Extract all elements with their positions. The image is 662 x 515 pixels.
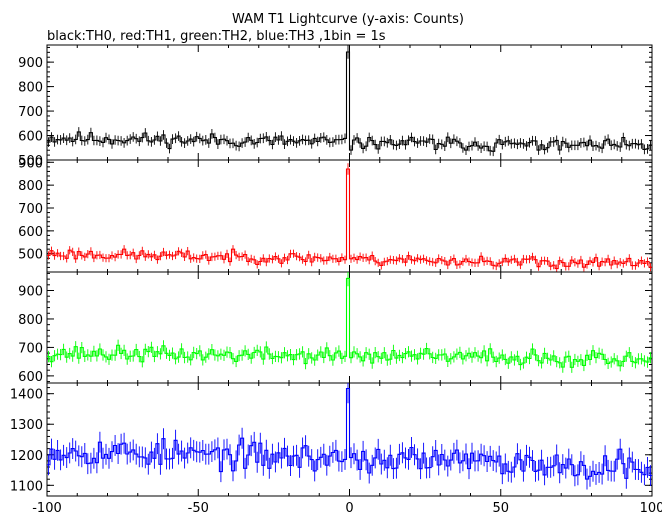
y-tick-label: 800: [18, 313, 43, 328]
panel-th2: 600 700 800 900: [18, 271, 653, 385]
x-tick-label: 50: [492, 501, 509, 515]
y-tick-label: 900: [18, 56, 43, 71]
x-tick-label: -50: [188, 501, 209, 515]
y-tick-label: 700: [18, 341, 43, 356]
y-tick-label: 600: [18, 370, 43, 385]
y-tick-label: 900: [18, 156, 43, 171]
y-tick-label: 800: [18, 81, 43, 96]
y-tick-label: 1400: [10, 388, 43, 403]
y-tick-label: 600: [18, 130, 43, 145]
chart-title: WAM T1 Lightcurve (y-axis: Counts): [232, 12, 464, 27]
y-tick-label: 1100: [10, 479, 43, 494]
series-line-th3: [47, 387, 652, 480]
y-tick-label: 700: [18, 105, 43, 120]
panel-th1: 500 600 700 800 900: [18, 156, 653, 273]
series-line-th2: [47, 277, 652, 368]
x-tick-label: 0: [345, 501, 353, 515]
panels-group: 5006007008009005006007008009006007008009…: [10, 44, 653, 497]
panel-th3: 1100 1200 1300 1400: [10, 382, 653, 497]
y-tick-label: 700: [18, 202, 43, 217]
panel-th0: 500 600 700 800 900: [18, 44, 653, 169]
y-tick-label: 1200: [10, 449, 43, 464]
x-tick-label: 100: [640, 501, 662, 515]
series-line-th0: [47, 51, 652, 152]
y-tick-label: 800: [18, 179, 43, 194]
y-tick-label: 600: [18, 225, 43, 240]
y-tick-label: 500: [18, 248, 43, 263]
series-line-th1: [47, 168, 652, 270]
chart-subtitle: black:TH0, red:TH1, green:TH2, blue:TH3 …: [47, 29, 386, 44]
y-tick-label: 900: [18, 285, 43, 300]
x-tick-label: -100: [32, 501, 62, 515]
x-axis: -100 -50 0 50 100: [32, 501, 662, 515]
y-tick-label: 1300: [10, 418, 43, 433]
y-tick-label: 500: [18, 154, 43, 169]
